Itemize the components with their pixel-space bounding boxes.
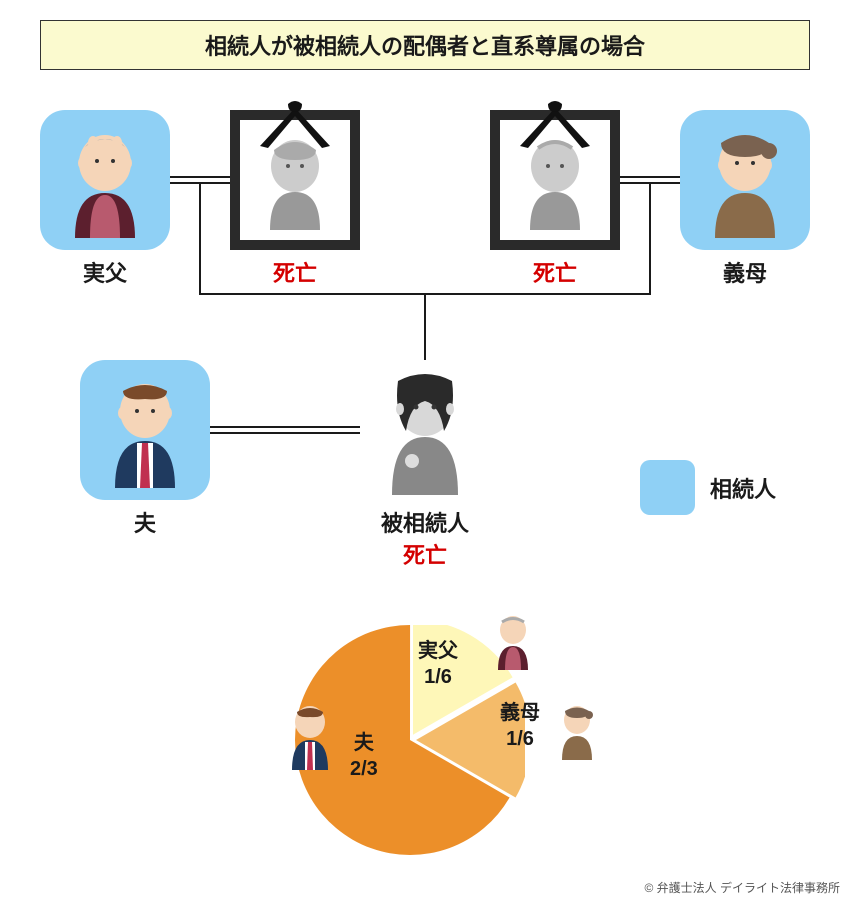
copyright: © 弁護士法人 デイライト法律事務所 <box>644 879 840 896</box>
person-deceased-father-inlaw: 死亡 <box>490 110 620 288</box>
line-v-down <box>424 293 426 360</box>
mini-father-avatar <box>488 612 538 675</box>
father-box <box>40 110 170 250</box>
person-father: 実父 <box>40 110 170 288</box>
deceased-mother-frame <box>230 110 360 250</box>
mini-husband-avatar <box>280 700 340 775</box>
father-label: 実父 <box>40 256 170 288</box>
mother-inlaw-label: 義母 <box>680 256 810 288</box>
pie-label-husband: 夫 2/3 <box>350 730 378 782</box>
deceased-father-inlaw-frame <box>490 110 620 250</box>
decedent-label1: 被相続人 <box>360 506 490 538</box>
mother-inlaw-box <box>680 110 810 250</box>
person-decedent: 被相続人 死亡 <box>360 360 490 570</box>
decedent-label2: 死亡 <box>360 538 490 570</box>
husband-box <box>80 360 210 500</box>
deceased-mother-avatar <box>250 130 340 230</box>
person-deceased-mother: 死亡 <box>230 110 360 288</box>
husband-label: 夫 <box>80 506 210 538</box>
title-text: 相続人が被相続人の配偶者と直系尊属の場合 <box>205 34 645 59</box>
mini-mother-inlaw-avatar <box>552 702 602 765</box>
mother-inlaw-avatar <box>695 123 795 238</box>
deceased-father-inlaw-label: 死亡 <box>490 256 620 288</box>
person-mother-inlaw: 義母 <box>680 110 810 288</box>
deceased-mother-label: 死亡 <box>230 256 360 288</box>
decedent-container <box>360 360 490 500</box>
deceased-father-inlaw-avatar <box>510 130 600 230</box>
decedent-avatar <box>370 365 480 495</box>
father-avatar <box>55 123 155 238</box>
line-v1 <box>199 184 201 294</box>
husband-avatar <box>95 373 195 488</box>
legend-swatch <box>640 460 695 515</box>
person-husband: 夫 <box>80 360 210 538</box>
legend-label: 相続人 <box>710 472 776 504</box>
pie-label-mother-inlaw: 義母 1/6 <box>500 700 540 752</box>
line-v2 <box>649 184 651 294</box>
title-box: 相続人が被相続人の配偶者と直系尊属の場合 <box>40 20 810 70</box>
pie-label-father: 実父 1/6 <box>418 638 458 690</box>
